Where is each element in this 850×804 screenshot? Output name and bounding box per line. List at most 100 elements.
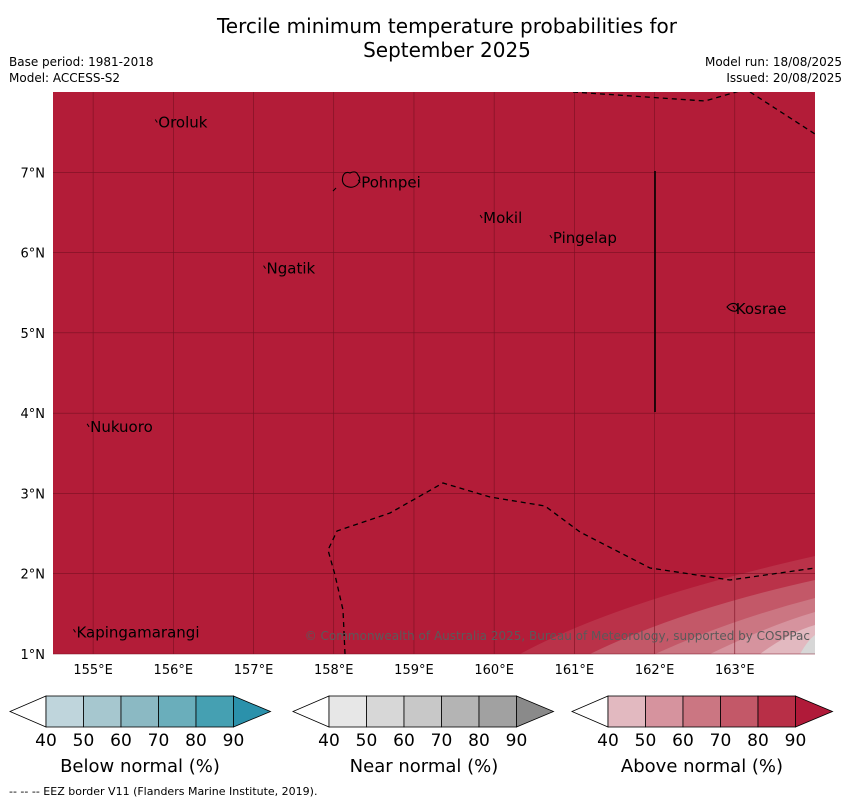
y-tick-label: 1°N (21, 648, 46, 663)
place-marker (357, 179, 361, 184)
place-marker (732, 305, 736, 310)
pohnpei-reef (332, 187, 337, 192)
axis-ticks: 155°E 156°E 157°E 158°E 159°E 160°E 161°E 162°E… (21, 166, 755, 678)
place-marker (86, 423, 90, 428)
title-line-2: September 2025 (363, 38, 531, 62)
colorbar-tick-label: 50 (356, 731, 378, 751)
colorbar-segment (366, 695, 405, 728)
place-marker (154, 119, 158, 123)
graticule (53, 92, 815, 655)
colorbar-tick-label: 90 (506, 731, 528, 751)
y-tick-label: 4°N (21, 407, 46, 422)
colorbar-tick-label: 70 (710, 731, 732, 751)
colorbar-2: 40 50 60 70 80 90 (570, 695, 834, 751)
colorbar-right-arrow (795, 695, 834, 728)
legend-label-above: Above normal (%) (620, 756, 784, 777)
colorbar-segment (45, 695, 84, 728)
colorbar-segment (720, 695, 759, 728)
x-tick-label: 160°E (474, 663, 514, 678)
colorbar-tick-label: 60 (393, 731, 415, 751)
map-background (53, 92, 815, 654)
legend-label-below: Below normal (%) (60, 756, 220, 777)
colorbar-tick-label: 40 (35, 731, 57, 751)
colorbar-segment (645, 695, 684, 728)
colorbar-tick-label: 40 (597, 731, 619, 751)
place-labels: Oroluk Pohnpei Mokil Pingelap Ngatik Kosrae Nu… (73, 114, 787, 641)
x-tick-label: 159°E (394, 663, 434, 678)
eez-border-north (572, 92, 739, 102)
eez-borders (327, 92, 815, 654)
colorbar-segment (83, 695, 122, 728)
colorbar-segment (441, 695, 480, 728)
colorbar-tick-label: 90 (785, 731, 807, 751)
map-title: Tercile minimum temperature probabilitie… (0, 14, 850, 62)
place-marker (479, 214, 483, 219)
colorbar-tick-label: 70 (148, 731, 170, 751)
colorbar-tick-label: 80 (185, 731, 207, 751)
colorbar-segment (158, 695, 197, 728)
place-marker (73, 629, 76, 633)
place-label-oroluk: Oroluk (158, 114, 207, 132)
place-label-kosrae: Kosrae (736, 300, 787, 318)
x-tick-label: 161°E (555, 663, 595, 678)
colorbar-tick-label: 50 (635, 731, 657, 751)
probability-shading (520, 556, 815, 654)
colorbar-left-arrow (291, 695, 330, 728)
y-tick-label: 5°N (21, 327, 46, 342)
title-line-1: Tercile minimum temperature probabilitie… (216, 14, 678, 38)
x-tick-label: 156°E (154, 663, 194, 678)
place-label-pingelap: Pingelap (553, 229, 617, 247)
colorbar-0: 40 50 60 70 80 90 (8, 695, 272, 751)
y-tick-label: 6°N (21, 247, 46, 262)
x-tick-label: 155°E (73, 663, 113, 678)
colorbar-segment (328, 695, 367, 728)
base-period: Base period: 1981-2018 (9, 55, 154, 69)
place-marker (549, 234, 553, 239)
shading-band-near (800, 635, 815, 654)
x-tick-label: 163°E (715, 663, 755, 678)
footer-note: -- -- -- EEZ border V11 (Flanders Marine… (9, 785, 318, 798)
meta-left: Base period: 1981-2018 Model: ACCESS-S2 (9, 54, 154, 86)
copyright-notice: © Commonwealth of Australia 2025, Bureau… (305, 629, 810, 643)
colorbar-right-arrow (233, 695, 272, 728)
issued-date: Issued: 20/08/2025 (726, 71, 842, 85)
eez-border-south (327, 482, 815, 654)
colorbar-left-arrow (570, 695, 609, 728)
island-outlines (332, 171, 739, 312)
place-label-mokil: Mokil (483, 209, 522, 227)
colorbar-segment (120, 695, 159, 728)
colorbar-tick-label: 60 (110, 731, 132, 751)
model-name: Model: ACCESS-S2 (9, 71, 121, 85)
colorbar-segment (607, 695, 646, 728)
colorbar-tick-label: 50 (73, 731, 95, 751)
place-label-pohnpei: Pohnpei (361, 174, 421, 192)
place-label-kapingamarangi: Kapingamarangi (76, 623, 199, 641)
colorbar-right-arrow (516, 695, 555, 728)
x-tick-label: 162°E (635, 663, 675, 678)
colorbar-segment (195, 695, 234, 728)
colorbar-segment (478, 695, 517, 728)
colorbar-tick-label: 70 (431, 731, 453, 751)
place-label-nukuoro: Nukuoro (90, 418, 153, 436)
colorbar-tick-label: 80 (747, 731, 769, 751)
pohnpei-island-outline (341, 171, 361, 188)
eez-border-northeast (749, 92, 815, 135)
colorbar-tick-label: 80 (468, 731, 490, 751)
colorbar-segment (403, 695, 442, 728)
x-tick-label: 157°E (234, 663, 274, 678)
colorbar-tick-label: 90 (223, 731, 245, 751)
colorbar-tick-label: 60 (672, 731, 694, 751)
colorbar-left-arrow (8, 695, 47, 728)
colorbar-segment (682, 695, 721, 728)
meta-right: Model run: 18/08/2025 Issued: 20/08/2025 (705, 54, 842, 86)
model-run: Model run: 18/08/2025 (704, 55, 842, 69)
kosrae-island-outline (726, 302, 739, 312)
x-tick-label: 158°E (314, 663, 354, 678)
y-tick-label: 2°N (21, 568, 46, 583)
shading-band-40 (760, 625, 815, 654)
colorbar-1: 40 50 60 70 80 90 (291, 695, 555, 751)
legend-colorbars: 40 50 60 70 80 90 40 50 60 70 80 90 40 50 60 70 80 90 (8, 695, 834, 751)
colorbar-segment (757, 695, 796, 728)
colorbar-tick-label: 40 (318, 731, 340, 751)
